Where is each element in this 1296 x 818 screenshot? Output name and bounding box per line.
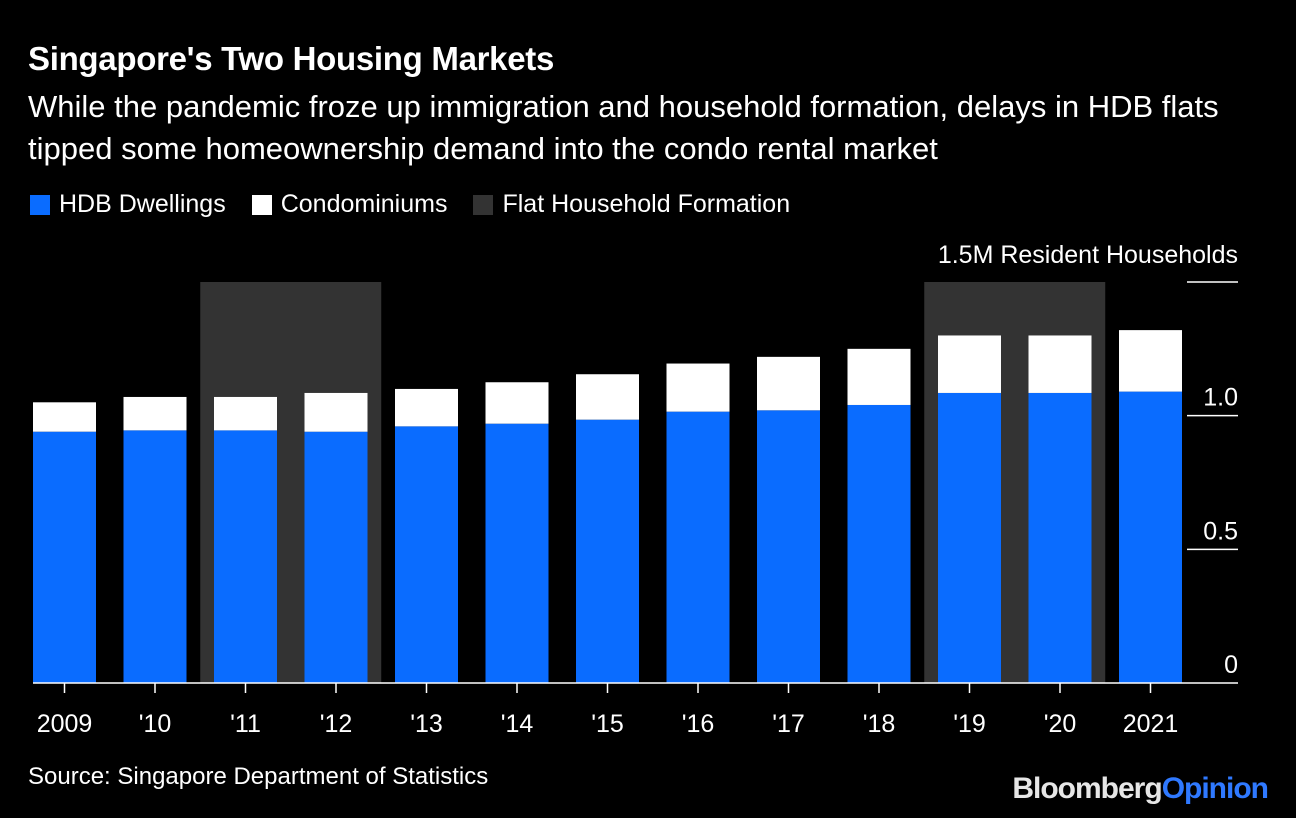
x-tick-label-11: '20 [1044,710,1077,738]
bar-condo-5 [485,382,549,424]
bar-hdb-9 [847,404,911,683]
bar-condo-10 [938,335,1001,393]
bar-hdb-1 [123,430,187,683]
bar-condo-11 [1028,335,1092,393]
bar-condo-0 [33,402,96,432]
x-tick-label-4: '13 [410,710,443,738]
legend-item-household: Flat Household Formation [473,190,790,219]
bar-chart: 2009 '10 '11 '12 '13 '14 '15 '16 '17 '18 '19 '20 202… [33,241,1238,738]
x-tick-label-9: '18 [863,710,896,738]
legend-label-household: Flat Household Formation [502,190,791,218]
bar-condo-12 [1119,330,1182,392]
legend-swatch-condo [251,194,272,215]
bar-condo-8 [757,356,820,411]
bar-hdb-2 [214,430,277,683]
bar-condo-6 [576,374,639,420]
legend-label-condo: Condominiums [280,190,448,218]
bar-hdb-10 [938,392,1001,683]
bar-hdb-11 [1028,392,1092,683]
bar-condo-1 [123,396,187,431]
bar-condo-3 [304,392,368,432]
bar-hdb-7 [666,411,730,683]
legend-swatch-hdb [30,194,50,215]
x-tick-label-1: '10 [139,710,172,738]
y-tick-label-0: 0 [1224,651,1238,679]
bar-hdb-5 [485,423,549,683]
x-tick-label-12: 2021 [1123,710,1179,738]
x-tick-label-2: '11 [230,710,261,738]
bar-hdb-6 [576,419,639,683]
bar-hdb-0 [33,431,96,683]
bar-hdb-8 [757,410,820,683]
y-tick-label-2: 1.0 [1203,384,1238,412]
chart-subtitle: While the pandemic froze up immigration … [28,89,1219,166]
x-tick-label-0: 2009 [37,710,93,738]
bar-condo-2 [214,396,277,431]
x-tick-label-5: '14 [501,710,534,738]
bar-hdb-4 [395,426,458,683]
legend-swatch-household [473,194,494,215]
bloomberg-opinion-logo: BloombergOpinion [1012,772,1269,805]
x-tick-label-3: '12 [320,710,353,738]
x-tick-label-6: '15 [591,710,624,738]
x-tick-label-10: '19 [953,710,986,738]
source-note: Source: Singapore Department of Statisti… [28,763,489,790]
bar-hdb-12 [1119,391,1182,683]
x-tick-label-8: '17 [772,710,805,738]
chart-title: Singapore's Two Housing Markets [28,40,555,77]
bar-condo-7 [666,363,730,412]
legend-label-hdb: HDB Dwellings [59,190,226,218]
bar-hdb-3 [304,431,368,683]
y-axis-top-label: 1.5M Resident Households [938,241,1238,269]
bar-condo-9 [847,348,911,405]
x-tick-label-7: '16 [682,710,715,738]
legend-item-hdb: HDB Dwellings [30,190,226,219]
legend-item-condo: Condominiums [251,190,448,219]
y-tick-label-1: 0.5 [1203,517,1238,545]
legend: HDB Dwellings Condominiums Flat Househol… [30,190,816,219]
bar-condo-4 [395,388,458,427]
